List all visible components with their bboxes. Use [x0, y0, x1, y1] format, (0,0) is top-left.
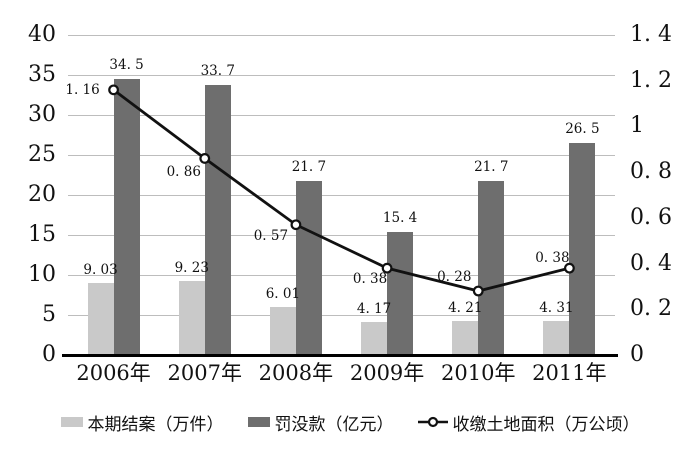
bar-value-label-closed-cases: 9. 23 [174, 260, 209, 277]
line-value-label-confiscated-land: 0. 28 [437, 269, 472, 285]
bar-value-label-fines: 33. 7 [200, 63, 235, 80]
x-axis-label: 2006年 [76, 361, 151, 385]
bar-value-label-closed-cases: 6. 01 [265, 285, 301, 302]
line-value-label-confiscated-land: 0. 57 [253, 227, 289, 244]
bar-value-label-fines: 21. 7 [291, 159, 327, 176]
bar-value-label-closed-cases: 9. 03 [83, 261, 118, 278]
line-value-label-confiscated-land: 0. 38 [352, 271, 388, 288]
bar-closed-cases [87, 282, 114, 355]
left-axis-tick-label: 30 [28, 102, 56, 127]
legend-swatch-fines [247, 417, 270, 427]
gridline [68, 314, 615, 316]
line-series-confiscated-land [112, 88, 570, 293]
left-axis-tick-label: 5 [42, 302, 56, 327]
x-axis-label: 2008年 [258, 361, 334, 385]
bar-closed-cases [361, 321, 388, 355]
left-axis-tick-label: 0 [42, 342, 56, 367]
legend-label-confiscated-land: 收缴土地面积（万公顷） [452, 414, 640, 435]
x-axis-label: 2011年 [532, 361, 607, 385]
x-axis-line [62, 353, 618, 357]
line-value-label-confiscated-land: 0. 38 [535, 250, 570, 267]
bar-value-label-closed-cases: 4. 17 [356, 300, 392, 317]
right-axis-tick-label: 1 [630, 113, 644, 139]
right-axis-tick-label: 0 [630, 342, 644, 367]
bar-value-label-fines: 15. 4 [382, 209, 418, 226]
bar-closed-cases [178, 281, 205, 355]
bar-closed-cases [543, 320, 570, 355]
legend-item-confiscated-land: 收缴土地面积（万公顷） [417, 410, 640, 435]
line-marker [199, 153, 211, 164]
bar-fines [113, 79, 140, 355]
right-axis-tick-label: 0. 6 [630, 204, 672, 230]
left-axis-tick-label: 15 [28, 222, 56, 247]
line-marker [472, 285, 484, 297]
line-value-label-confiscated-land: 1. 16 [65, 81, 100, 98]
legend-line-marker-icon [417, 416, 448, 428]
gridline [68, 74, 615, 76]
legend: 本期结案（万件） 罚没款（亿元） 收缴土地面积（万公顷） [0, 407, 700, 437]
legend-swatch-closed-cases [60, 417, 83, 427]
line-value-label-confiscated-land: 0. 86 [166, 164, 201, 181]
right-axis-tick-label: 0. 2 [630, 296, 672, 322]
legend-label-fines: 罚没款（亿元） [274, 414, 394, 435]
line-marker [108, 84, 119, 96]
bar-value-label-closed-cases: 4. 31 [539, 299, 574, 316]
right-axis-tick-label: 1. 2 [630, 67, 672, 93]
right-axis-tick-label: 1. 4 [630, 22, 672, 47]
x-axis-label: 2007年 [167, 361, 242, 385]
line-marker [564, 262, 575, 274]
x-axis-label: 2009年 [349, 361, 425, 385]
line-marker [381, 262, 393, 274]
legend-item-fines: 罚没款（亿元） [247, 410, 394, 435]
bar-fines [478, 181, 505, 355]
left-axis-tick-label: 40 [28, 22, 56, 47]
x-axis-label: 2010年 [441, 361, 516, 385]
gridline [68, 194, 615, 196]
bar-value-label-fines: 21. 7 [474, 159, 509, 176]
legend-label-closed-cases: 本期结案（万件） [87, 414, 224, 435]
line-marker [290, 219, 302, 231]
bar-value-label-fines: 26. 5 [565, 121, 600, 137]
bar-fines [295, 181, 322, 355]
left-axis-tick-label: 35 [28, 62, 56, 87]
bar-fines [569, 143, 596, 355]
left-axis-tick-label: 10 [28, 262, 56, 287]
left-axis-tick-label: 20 [28, 182, 56, 207]
gridline [68, 154, 615, 156]
bar-closed-cases [452, 321, 479, 355]
gridline [68, 34, 615, 36]
gridline [68, 234, 615, 236]
left-axis-tick-label: 25 [28, 142, 56, 167]
bar-fines [204, 85, 231, 355]
gridline [68, 114, 615, 116]
bar-value-label-fines: 34. 5 [109, 57, 144, 73]
right-axis-tick-label: 0. 8 [630, 159, 672, 185]
legend-item-closed-cases: 本期结案（万件） [60, 410, 224, 435]
right-axis-tick-label: 0. 4 [630, 250, 672, 276]
bar-value-label-closed-cases: 4. 21 [448, 300, 483, 317]
gridline [68, 274, 615, 276]
bar-closed-cases [269, 306, 296, 355]
bar-fines [387, 231, 414, 355]
